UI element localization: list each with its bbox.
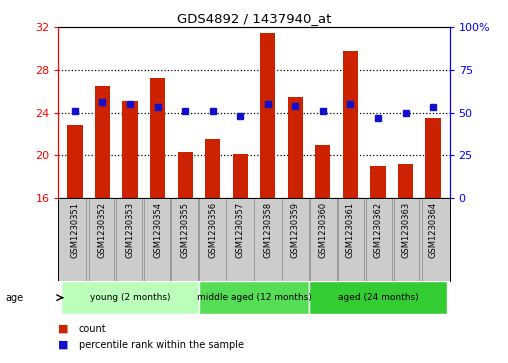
Bar bbox=[199, 281, 309, 314]
Text: GSM1230357: GSM1230357 bbox=[236, 202, 245, 258]
Text: GSM1230364: GSM1230364 bbox=[429, 202, 437, 258]
Bar bbox=[122, 101, 138, 198]
Text: age: age bbox=[5, 293, 23, 303]
Text: young (2 months): young (2 months) bbox=[90, 293, 170, 302]
Bar bbox=[288, 97, 303, 198]
Text: middle aged (12 months): middle aged (12 months) bbox=[197, 293, 311, 302]
Bar bbox=[61, 281, 199, 314]
Text: aged (24 months): aged (24 months) bbox=[338, 293, 418, 302]
Bar bbox=[178, 152, 193, 198]
Text: GSM1230353: GSM1230353 bbox=[125, 202, 135, 258]
Text: ■: ■ bbox=[58, 323, 69, 334]
Text: GSM1230356: GSM1230356 bbox=[208, 202, 217, 258]
Text: GSM1230363: GSM1230363 bbox=[401, 202, 410, 258]
Bar bbox=[150, 78, 165, 198]
Bar bbox=[398, 164, 413, 198]
Text: GSM1230351: GSM1230351 bbox=[71, 202, 79, 258]
Text: count: count bbox=[79, 323, 106, 334]
Bar bbox=[233, 154, 248, 198]
Text: GSM1230360: GSM1230360 bbox=[319, 202, 327, 258]
Bar bbox=[370, 166, 386, 198]
Title: GDS4892 / 1437940_at: GDS4892 / 1437940_at bbox=[177, 12, 331, 25]
Bar bbox=[315, 144, 330, 198]
Bar bbox=[205, 139, 220, 198]
Text: GSM1230362: GSM1230362 bbox=[373, 202, 383, 258]
Bar bbox=[95, 86, 110, 198]
Text: GSM1230355: GSM1230355 bbox=[181, 202, 189, 258]
Text: percentile rank within the sample: percentile rank within the sample bbox=[79, 340, 244, 350]
Bar bbox=[426, 118, 440, 198]
Bar bbox=[260, 33, 275, 198]
Text: GSM1230352: GSM1230352 bbox=[98, 202, 107, 258]
Text: ■: ■ bbox=[58, 340, 69, 350]
Text: GSM1230358: GSM1230358 bbox=[263, 202, 272, 258]
Bar bbox=[343, 51, 358, 198]
Bar bbox=[68, 125, 82, 198]
Text: GSM1230361: GSM1230361 bbox=[346, 202, 355, 258]
Text: GSM1230359: GSM1230359 bbox=[291, 202, 300, 258]
Bar bbox=[309, 281, 447, 314]
Text: GSM1230354: GSM1230354 bbox=[153, 202, 162, 258]
